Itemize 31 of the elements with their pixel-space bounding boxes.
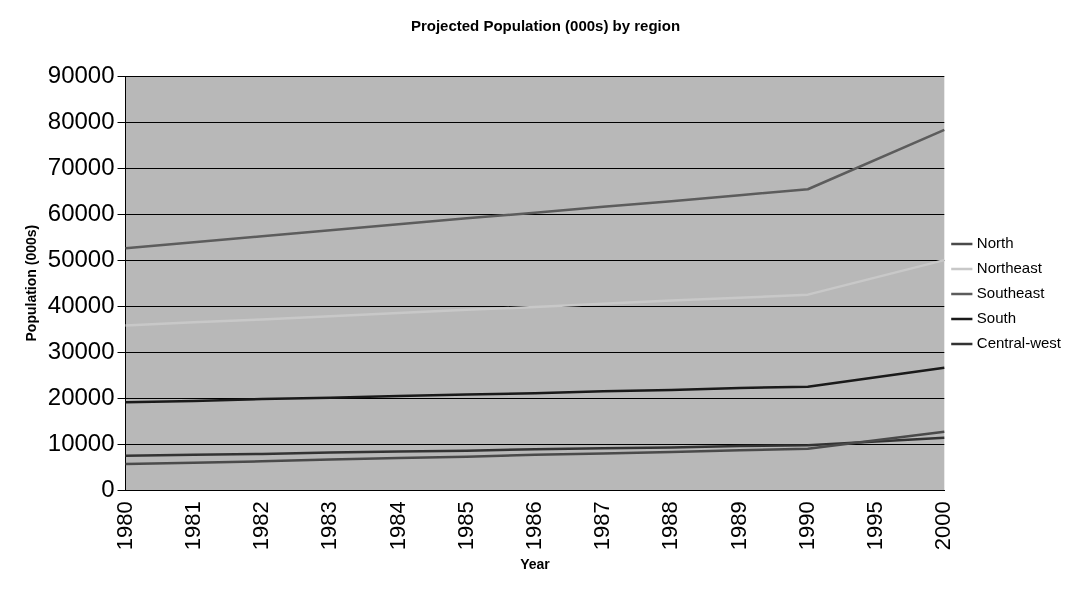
x-tick-label: 1990	[793, 501, 819, 551]
x-tick-label: 1982	[248, 501, 274, 551]
legend-label: Central-west	[976, 334, 1062, 352]
x-tick-label: 1995	[862, 501, 888, 551]
y-tick-label: 90000	[47, 60, 115, 88]
y-tick-label: 70000	[47, 152, 115, 180]
x-tick-label: 1985	[452, 501, 478, 551]
x-tick-label: 1987	[589, 501, 615, 551]
y-tick-label: 20000	[47, 382, 115, 410]
x-tick-label: 1981	[179, 501, 205, 551]
legend-label: Northeast	[976, 259, 1043, 277]
y-tick-label: 0	[101, 474, 115, 502]
x-tick-label: 1988	[657, 501, 683, 551]
y-tick-label: 80000	[47, 106, 115, 134]
chart-title: Projected Population (000s) by region	[410, 17, 681, 35]
x-tick-label: 1983	[316, 501, 342, 551]
legend-label: North	[976, 234, 1014, 252]
x-tick-label: 1984	[384, 501, 410, 551]
y-tick-label: 40000	[47, 290, 115, 318]
x-tick-label: 1986	[520, 501, 546, 551]
x-tick-label: 1980	[111, 501, 137, 551]
x-axis-title: Year	[520, 556, 551, 573]
x-tick-label: 1989	[725, 501, 751, 551]
y-axis-title: Population (000s)	[23, 224, 40, 342]
y-tick-label: 30000	[47, 336, 115, 364]
y-tick-label: 50000	[47, 244, 115, 272]
y-tick-label: 60000	[47, 198, 115, 226]
y-tick-label: 10000	[47, 428, 115, 456]
legend-label: Southeast	[976, 284, 1046, 302]
x-tick-label: 2000	[930, 501, 956, 551]
legend-label: South	[976, 309, 1017, 327]
